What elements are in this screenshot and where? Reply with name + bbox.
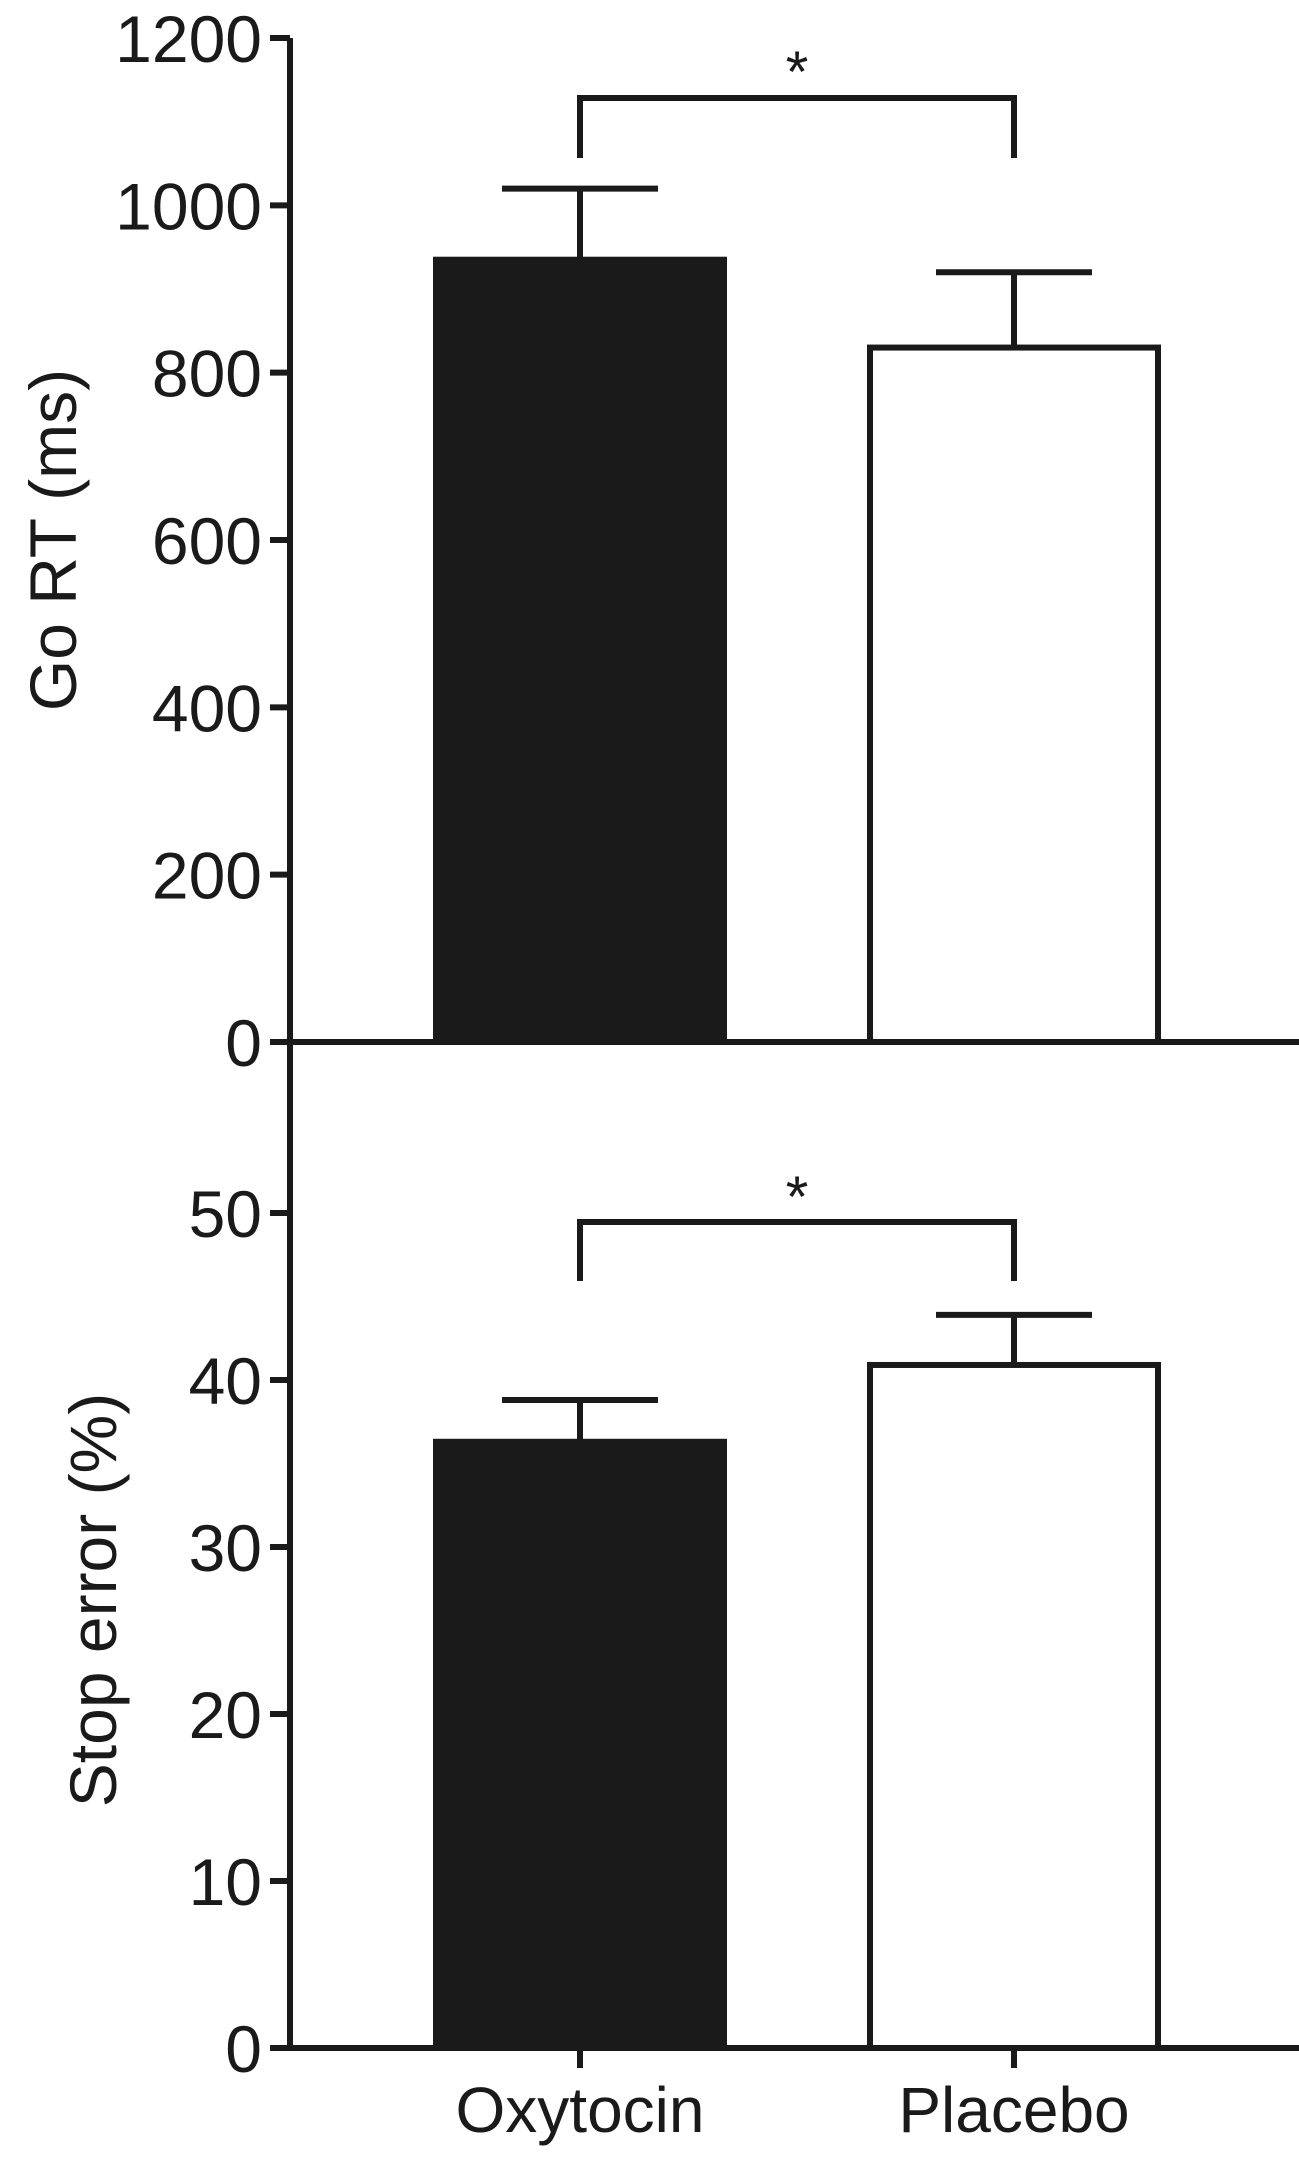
y-tick-label: 0 <box>225 2012 262 2086</box>
y-tick-label: 200 <box>152 839 262 913</box>
y-axis-title: Stop error (%) <box>56 1393 130 1807</box>
x-tick-label: Placebo <box>898 2074 1129 2146</box>
bar-placebo <box>867 344 1161 1046</box>
bar-oxytocin <box>433 1438 727 2052</box>
y-tick-label: 0 <box>225 1006 262 1080</box>
significance-bracket <box>577 1219 1017 1281</box>
y-axis-title: Go RT (ms) <box>16 369 90 711</box>
bar-placebo <box>867 1361 1161 2051</box>
significance-star: * <box>786 1165 809 1230</box>
y-tick-label: 50 <box>189 1177 262 1251</box>
significance-star: * <box>786 40 809 105</box>
stop-error-panel: 0 10 20 30 40 50 Stop error (%) * Oxytocin Placeb… <box>56 1042 1299 2146</box>
go-rt-panel: 0 200 400 600 800 1000 1200 Go RT (ms) * <box>16 2 1299 1080</box>
y-tick-label: 20 <box>189 1678 262 1752</box>
significance-bracket <box>577 95 1017 158</box>
y-tick-label: 10 <box>189 1845 262 1919</box>
y-tick-label: 30 <box>189 1511 262 1585</box>
x-tick-label: Oxytocin <box>456 2074 705 2146</box>
y-tick-label: 40 <box>189 1344 262 1418</box>
bar-oxytocin <box>433 256 727 1045</box>
y-tick-label: 400 <box>152 671 262 745</box>
y-tick-label: 600 <box>152 504 262 578</box>
y-tick-label: 800 <box>152 337 262 411</box>
y-tick-label: 1200 <box>115 2 262 76</box>
y-tick-label: 1000 <box>115 169 262 243</box>
